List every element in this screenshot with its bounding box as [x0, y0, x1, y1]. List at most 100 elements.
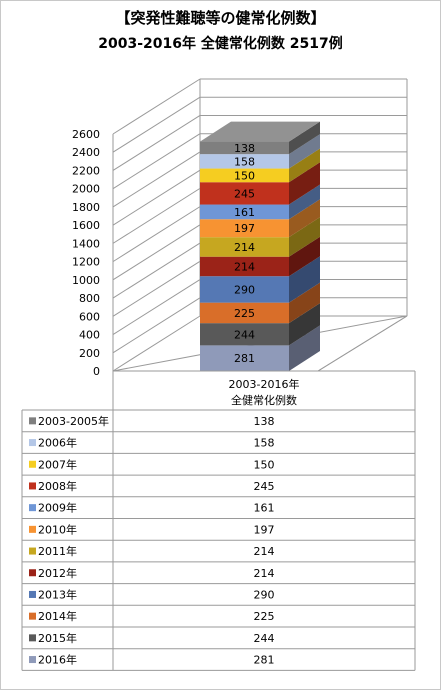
segment-side	[289, 184, 320, 220]
chart-subtitle: 2003-2016年 全健常化例数 2517例	[98, 36, 343, 52]
stack-segment: 245	[200, 162, 320, 205]
y-tick-label: 1400	[72, 237, 100, 250]
stack-segment: 138	[200, 121, 320, 155]
segment-front	[200, 168, 289, 183]
data-label: 158	[234, 155, 255, 168]
stack-segment: 161	[200, 184, 320, 220]
segment-side	[289, 162, 320, 205]
legend-key	[29, 634, 36, 642]
legend-label: 2009年	[38, 501, 77, 515]
gridline-side	[112, 224, 201, 281]
segment-front	[200, 302, 289, 324]
table-row: 2011年 214	[29, 544, 275, 558]
table-row: 2012年 214	[29, 566, 275, 580]
segment-front	[200, 237, 289, 257]
legend-key	[29, 482, 36, 490]
y-tick-label: 1000	[72, 274, 100, 287]
legend-key	[29, 439, 36, 447]
segment-side	[289, 217, 320, 257]
legend-key	[29, 547, 36, 555]
legend-label: 2012年	[38, 566, 77, 580]
table-row: 2015年 244	[29, 631, 275, 645]
gridline-side	[112, 169, 201, 226]
data-label: 244	[234, 328, 255, 341]
stack-segment: 214	[200, 217, 320, 257]
legend-label: 2010年	[38, 522, 77, 536]
chart-title: 【突発性難聴等の健常化例数】	[115, 9, 326, 27]
gridline-side	[112, 242, 201, 299]
gridline-side	[112, 297, 201, 354]
legend-label: 2006年	[38, 436, 77, 450]
data-label: 245	[234, 187, 255, 200]
y-tick-label: 2200	[72, 164, 100, 177]
data-label: 197	[234, 222, 255, 235]
y-tick-label: 2600	[72, 128, 100, 141]
segment-side	[289, 256, 320, 303]
stack-segment: 290	[200, 256, 320, 303]
segment-front	[200, 323, 289, 346]
legend-label: 2007年	[38, 457, 77, 471]
segment-front	[200, 345, 289, 371]
legend-key	[29, 525, 36, 533]
table-value: 225	[254, 610, 275, 623]
y-tick-label: 1600	[72, 219, 100, 232]
gridline-side	[112, 151, 201, 208]
legend-label: 2013年	[38, 587, 77, 601]
table-row: 2006年 158	[29, 436, 275, 450]
data-label: 138	[234, 142, 255, 155]
legend-label: 2016年	[38, 653, 77, 667]
table-value: 214	[254, 567, 275, 580]
stack-segment: 281	[200, 325, 320, 371]
data-label: 214	[234, 260, 255, 273]
legend-label: 2015年	[38, 631, 77, 645]
segment-side	[289, 282, 320, 324]
gridline-side	[112, 115, 201, 171]
y-tick-label: 400	[79, 329, 100, 342]
table-value: 161	[254, 502, 275, 515]
segment-front	[200, 219, 289, 238]
segment-side	[289, 325, 320, 371]
segment-side	[289, 148, 320, 183]
table-row: 2009年 161	[29, 501, 275, 515]
table-value: 138	[254, 415, 275, 428]
gridline-side	[112, 78, 201, 135]
legend-key	[29, 612, 36, 620]
stack-segment: 225	[200, 282, 320, 324]
table-row: 2003-2005年 138	[29, 414, 275, 428]
y-tick-label: 600	[79, 310, 100, 323]
table-row: 2007年 150	[29, 457, 275, 471]
legend-key	[29, 656, 36, 664]
segment-front	[200, 204, 289, 220]
table-row: 2014年 225	[29, 609, 275, 623]
y-tick-label: 0	[93, 365, 100, 378]
gridline-side	[112, 133, 201, 190]
gridline-side	[112, 315, 201, 372]
segment-front	[200, 182, 289, 205]
gridline-side	[112, 187, 201, 244]
column-top	[200, 121, 320, 142]
gridline-side	[112, 260, 201, 317]
stack-segment: 214	[200, 236, 320, 277]
legend-key	[29, 417, 36, 425]
table-row: 2008年 245	[29, 479, 275, 493]
legend-key	[29, 590, 36, 598]
legend-label: 2008年	[38, 479, 77, 493]
y-tick-label: 2000	[72, 183, 100, 196]
gridline-side	[112, 96, 201, 153]
y-tick-label: 2400	[72, 146, 100, 159]
table-value: 290	[254, 588, 275, 601]
table-row: 2016年 281	[29, 653, 275, 667]
y-tick-label: 800	[79, 292, 100, 305]
table-value: 150	[254, 458, 275, 471]
segment-front	[200, 276, 289, 303]
legend-key	[29, 569, 36, 577]
y-tick-label: 1800	[72, 201, 100, 214]
data-label: 225	[234, 307, 255, 320]
data-label: 281	[234, 352, 255, 365]
table-header-line2: 全健常化例数	[231, 393, 297, 407]
segment-side	[289, 303, 320, 346]
segment-front	[200, 141, 289, 155]
